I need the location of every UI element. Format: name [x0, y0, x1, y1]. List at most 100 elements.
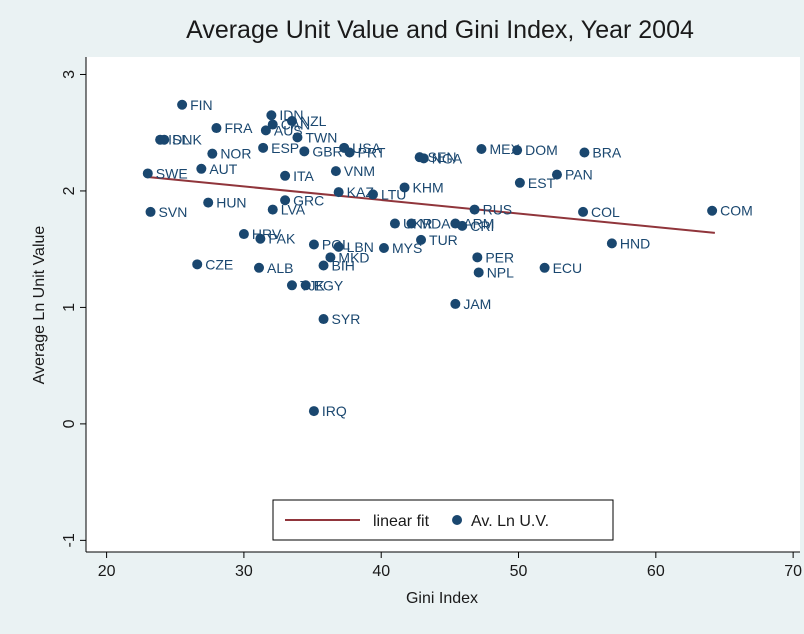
point-label: BIH — [332, 257, 355, 273]
point-label: PAN — [565, 167, 593, 183]
point-label: BRA — [592, 145, 621, 161]
point — [418, 153, 429, 164]
point-label: COM — [720, 203, 753, 219]
point-label: HUN — [216, 195, 246, 211]
point-label: DNK — [172, 132, 202, 148]
point — [406, 218, 417, 229]
point-label: NZL — [300, 113, 327, 129]
fit-line — [147, 175, 715, 234]
point — [579, 147, 590, 158]
point-label: SYR — [332, 311, 361, 327]
point-label: GRC — [293, 192, 324, 208]
point-label: AUT — [209, 161, 237, 177]
point-label: USA — [352, 140, 381, 156]
point — [267, 119, 278, 130]
x-tick-label: 40 — [372, 563, 390, 580]
point — [469, 204, 480, 215]
point — [266, 110, 277, 121]
plot-area — [86, 57, 800, 552]
point-label: CAN — [281, 117, 311, 133]
point — [472, 252, 483, 263]
point — [707, 205, 718, 216]
point — [318, 260, 329, 271]
point — [325, 252, 336, 263]
point-label: KAZ — [347, 184, 375, 200]
y-axis-label: Average Ln Unit Value — [31, 226, 48, 385]
point — [255, 233, 266, 244]
point-label: NGA — [432, 150, 463, 166]
point — [367, 189, 378, 200]
point — [299, 146, 310, 157]
point — [238, 229, 249, 240]
x-axis-label: Gini Index — [406, 590, 478, 607]
point — [330, 166, 341, 177]
point-label: SEN — [428, 149, 457, 165]
point-label: NOR — [220, 146, 251, 162]
y-tick-label: 3 — [61, 70, 78, 79]
point-label: RUS — [483, 202, 513, 218]
x-tick-label: 50 — [510, 563, 528, 580]
chart-title: Average Unit Value and Gini Index, Year … — [186, 16, 694, 44]
y-tick-label: 2 — [61, 186, 78, 195]
point — [192, 259, 203, 270]
point — [416, 234, 427, 245]
point — [286, 116, 297, 127]
point — [300, 280, 311, 291]
point-label: PER — [485, 249, 514, 265]
point-label: EGY — [314, 277, 344, 293]
point-label: ALB — [267, 260, 293, 276]
point-label: JAM — [463, 296, 491, 312]
point — [258, 142, 269, 153]
point-label: IRQ — [322, 403, 347, 419]
point — [280, 170, 291, 181]
x-tick-label: 60 — [647, 563, 665, 580]
x-tick-label: 20 — [98, 563, 116, 580]
point-label: PRT — [358, 145, 386, 161]
point-label: VNM — [344, 163, 375, 179]
point — [211, 123, 222, 134]
point-label: MDA — [419, 216, 451, 232]
point-label: CRI — [470, 218, 494, 234]
point-label: EST — [528, 175, 556, 191]
point — [308, 239, 319, 250]
point — [457, 220, 468, 231]
point — [606, 238, 617, 249]
point — [203, 197, 214, 208]
point-label: IDN — [279, 107, 303, 123]
legend: linear fit Av. Ln U.V. — [272, 499, 614, 541]
point — [344, 147, 355, 158]
point — [207, 148, 218, 159]
point — [292, 132, 303, 143]
point — [286, 280, 297, 291]
point — [539, 262, 550, 273]
point-label: FRA — [224, 120, 253, 136]
point-label: CZE — [205, 256, 233, 272]
point-label: TWN — [305, 129, 337, 145]
point-label: LBN — [347, 239, 374, 255]
point — [476, 144, 487, 155]
point — [177, 99, 188, 110]
point — [333, 187, 344, 198]
point — [399, 182, 410, 193]
point-label: HND — [620, 235, 650, 251]
point — [318, 314, 329, 325]
point — [551, 169, 562, 180]
point — [267, 204, 278, 215]
point-label: KHM — [413, 179, 444, 195]
point-label: LVA — [281, 202, 306, 218]
point-label: FIN — [190, 97, 213, 113]
point-label: LTU — [381, 186, 406, 202]
y-tick-label: 1 — [61, 303, 78, 312]
point — [514, 177, 525, 188]
x-tick-label: 30 — [235, 563, 253, 580]
x-tick-label: 70 — [784, 563, 802, 580]
point-label: NPL — [487, 264, 514, 280]
point — [578, 206, 589, 217]
point-label: PAK — [268, 231, 296, 247]
point — [280, 195, 291, 206]
legend-label: linear fit — [373, 513, 430, 530]
point — [260, 125, 271, 136]
point-label: MEX — [489, 141, 520, 157]
